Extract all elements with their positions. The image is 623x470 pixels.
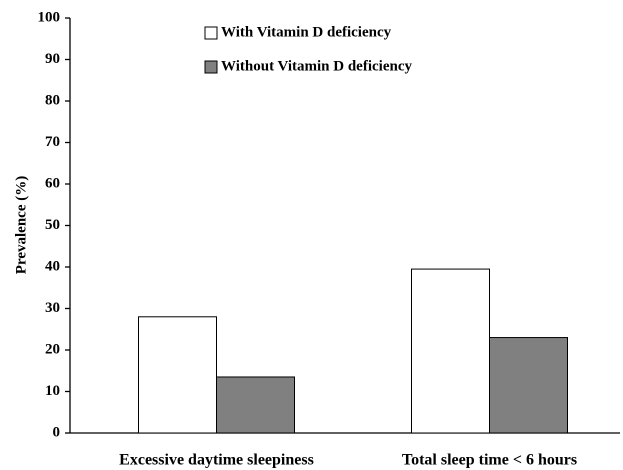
x-tick-label: Excessive daytime sleepiness <box>119 452 314 469</box>
y-tick-label: 70 <box>45 134 60 150</box>
bar <box>411 268 490 434</box>
y-tick-label: 90 <box>45 51 60 67</box>
legend-label: With Vitamin D deficiency <box>221 24 392 40</box>
legend-swatch <box>204 26 218 40</box>
y-tick-label: 10 <box>45 383 60 399</box>
bar <box>216 376 295 434</box>
y-tick-label: 80 <box>45 92 60 108</box>
y-tick-label: 40 <box>45 258 60 274</box>
bar <box>489 337 568 434</box>
x-tick-label: Total sleep time < 6 hours <box>402 452 577 469</box>
y-tick-label: 0 <box>53 424 61 440</box>
y-tick-label: 30 <box>45 300 60 316</box>
legend-label: Without Vitamin D deficiency <box>221 58 412 74</box>
y-axis-label: Prevalence (%) <box>13 176 29 274</box>
y-tick-label: 100 <box>38 9 61 25</box>
y-tick-label: 50 <box>45 217 60 233</box>
y-tick-label: 20 <box>45 341 60 357</box>
legend-swatch <box>204 60 218 74</box>
y-tick-label: 60 <box>45 175 60 191</box>
bar <box>138 316 217 434</box>
